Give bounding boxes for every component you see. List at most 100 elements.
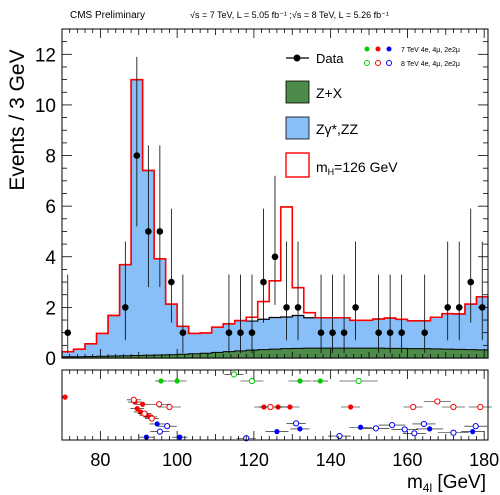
y-tick-label: 6 [45,197,56,218]
event-marker-8tev [355,377,362,385]
event-marker-7tev [297,426,303,432]
legend-zz-label: Zγ*,ZZ [316,121,358,137]
data-point [421,329,428,336]
event-marker-7tev [134,406,140,412]
event-marker-8tev [293,420,300,427]
legend-7tev-label: 7 TeV 4e, 4μ, 2e2μ [401,47,460,54]
event-marker-7tev [297,378,303,384]
x-tick-label: 120 [239,450,269,470]
event-marker-8tev [472,423,479,430]
event-marker-7tev [139,401,146,407]
event-marker-8tev [267,403,274,411]
data-point [168,278,175,286]
event-marker-8tev [230,371,238,378]
data-point [237,329,244,336]
data-point [122,304,129,311]
luminosity-label: √s = 7 TeV, L = 5.05 fb⁻¹ ;√s = 8 TeV, L… [190,10,389,20]
event-panel-ticks: 80 100 120 140 160 180 [61,370,499,470]
data-point [248,329,256,336]
main-axis-ticks: 0 2 4 6 8 10 12 [35,28,488,370]
data-point [179,329,187,336]
event-marker-8tev [388,421,396,429]
cms-preliminary-label: CMS Preliminary [70,10,145,21]
legend-7tev-blue-marker [386,46,392,52]
event-markers [62,371,492,442]
event-marker-8tev [477,403,484,411]
event-marker-8tev [450,429,457,436]
y-tick-label: 8 [45,147,56,168]
data-point [455,304,463,311]
event-marker-8tev [155,401,163,408]
data-point [329,329,336,336]
event-panel-frame [61,369,489,441]
y-tick-label: 2 [45,298,56,319]
event-marker-8tev [164,423,171,430]
data-point [260,278,267,286]
y-tick-label: 10 [35,96,56,117]
x-tick-label: 180 [469,450,499,470]
data-point [352,304,359,311]
y-tick-label: 0 [45,349,56,370]
event-marker-7tev [62,394,68,400]
x-axis-title-subscript: 4l [423,481,432,495]
event-marker-8tev [411,430,418,437]
event-marker-7tev [287,404,293,410]
data-point [386,329,394,336]
data-point [444,304,452,311]
event-marker-7tev [427,426,433,432]
data-point [156,228,164,235]
event-marker-8tev [156,428,163,435]
data-point [145,228,152,235]
data-point [283,304,290,311]
event-marker-7tev [158,378,164,384]
event-marker-8tev [420,420,428,428]
event-marker-8tev [372,425,380,432]
data-point [317,329,325,336]
y-tick-label: 12 [35,45,56,66]
event-marker-7tev [274,429,280,435]
event-marker-8tev [434,398,441,405]
legend-zx-swatch [285,80,310,104]
x-tick-label: 160 [392,450,422,470]
legend-8tev-blue-marker [386,60,392,66]
legend-8tev-green-marker [364,60,370,66]
legend-7tev-red-marker [375,46,381,52]
data-point [340,329,348,336]
event-marker-8tev [336,432,343,440]
legend-zz-swatch [285,116,310,140]
event-marker-7tev [177,434,183,440]
legend: Data 7 TeV 4e, 4μ, 2e2μ 8 TeV 4e, 4μ, 2e… [285,46,460,178]
legend-8tev-red-marker [375,60,381,66]
legend-zx-label: Z+X [316,85,343,101]
event-marker-8tev [401,426,408,433]
data-point [271,253,279,261]
legend-7tev-green-marker [364,46,370,52]
event-marker-7tev [357,424,364,430]
legend-signal-swatch [285,152,310,178]
event-marker-7tev [317,378,323,384]
event-marker-8tev [141,410,148,417]
event-marker-7tev [470,429,476,435]
legend-signal-label: mH=126 GeV [316,159,398,177]
event-marker-7tev [348,404,354,410]
event-marker-8tev [410,403,417,411]
x-tick-label: 80 [90,450,110,470]
y-tick-label: 4 [45,248,56,269]
x-tick-label: 140 [316,450,346,470]
event-marker-7tev [174,378,180,384]
data-point [398,329,405,336]
legend-signal-subscript: H [328,167,335,177]
event-marker-8tev [166,403,173,411]
x-tick-label: 100 [162,450,192,470]
event-marker-8tev [248,377,256,385]
y-axis-title: Events / 3 GeV [6,49,29,190]
event-marker-8tev [450,403,457,411]
data-point [467,278,475,286]
data-point [294,304,302,311]
legend-data-label: Data [316,51,344,66]
data-point [375,329,382,336]
data-points [64,56,486,353]
main-plot: 0 2 4 6 8 10 12 [35,28,489,370]
legend-data-marker [293,54,301,62]
